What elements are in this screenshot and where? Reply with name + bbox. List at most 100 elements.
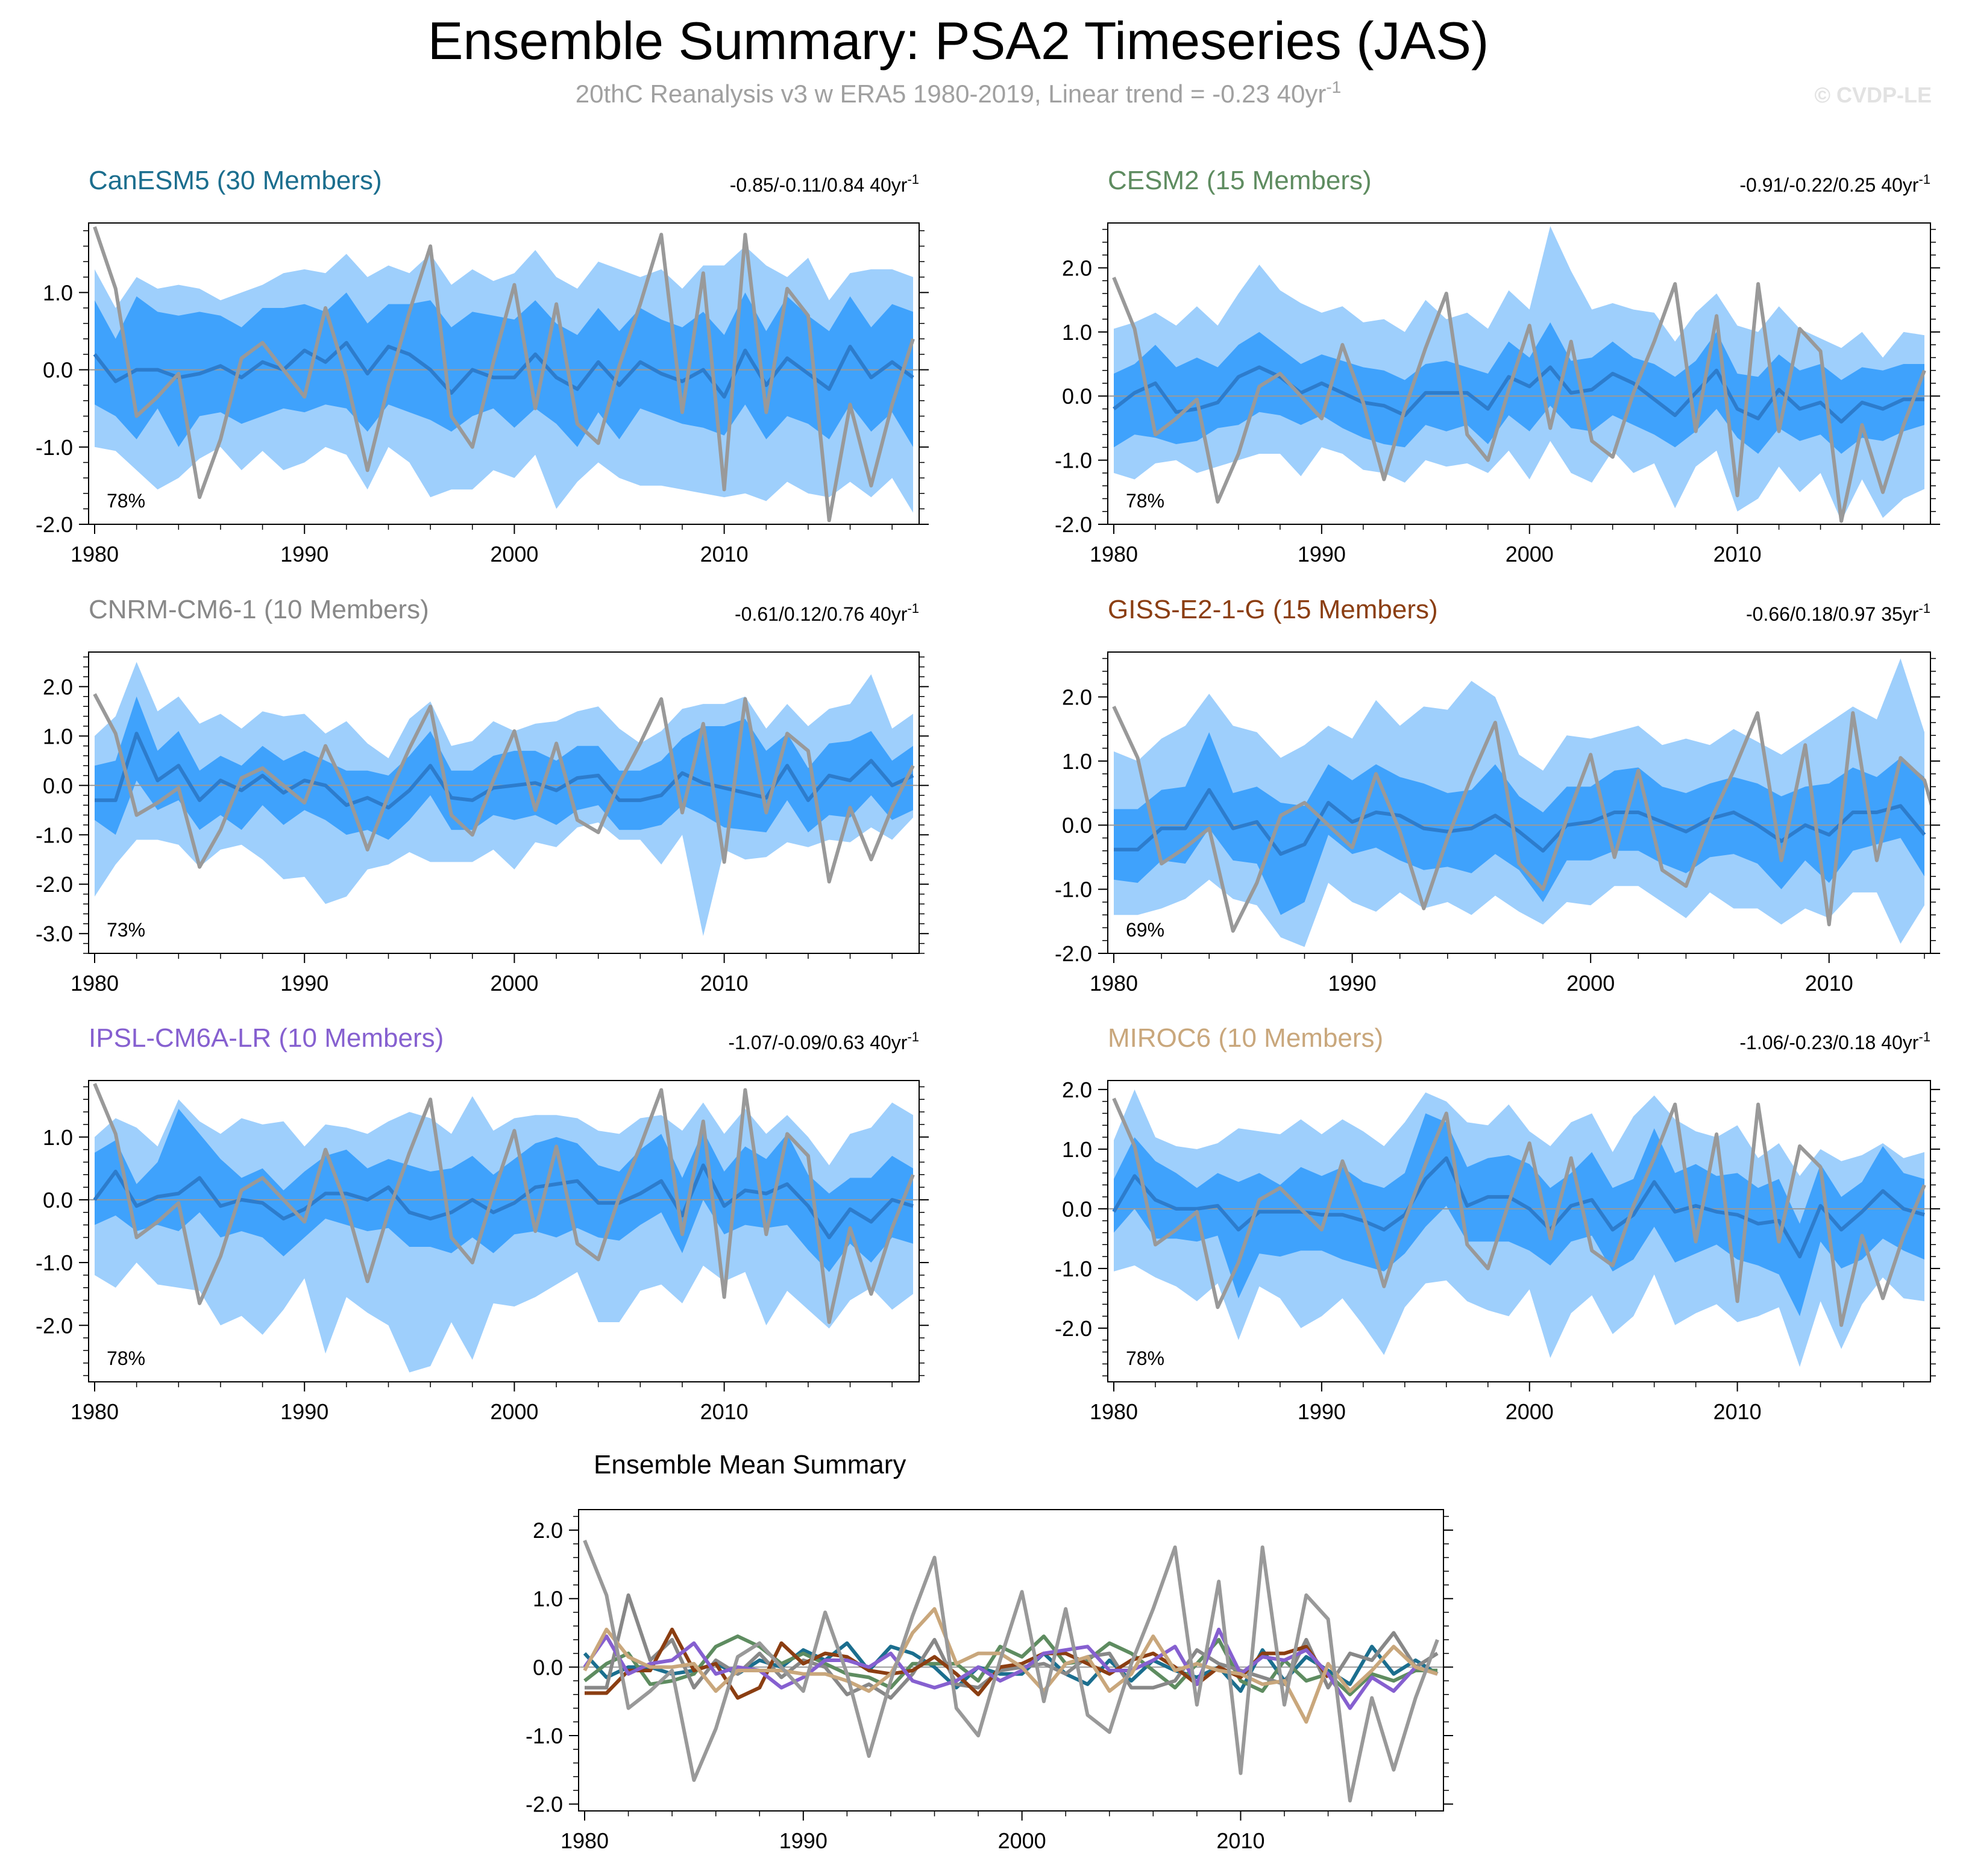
y-tick-label: -2.0 — [1055, 512, 1092, 537]
panel-title: IPSL-CM6A-LR (10 Members) — [89, 1023, 444, 1053]
x-tick-label: 2000 — [1506, 542, 1554, 566]
trend-label: -1.07/-0.09/0.63 40yr-1 — [728, 1029, 919, 1053]
series-line-6 — [583, 1539, 1439, 1802]
y-tick-label: -1.0 — [36, 1250, 73, 1275]
trend-value: -1.07/-0.09/0.63 40yr — [728, 1032, 907, 1053]
x-tick-label: 1990 — [1298, 542, 1346, 566]
percent-label: 78% — [1126, 1347, 1164, 1369]
x-tick-label: 2010 — [1216, 1828, 1264, 1853]
y-tick-label: 1.0 — [1062, 1137, 1092, 1162]
x-tick-label: 2000 — [490, 1399, 538, 1424]
trend-superscript: -1 — [907, 601, 919, 616]
y-tick-label: 0.0 — [1062, 384, 1092, 409]
plot-area — [1108, 226, 1930, 523]
trend-value: -1.06/-0.23/0.18 40yr — [1739, 1032, 1918, 1053]
panel-title: MIROC6 (10 Members) — [1108, 1023, 1383, 1053]
y-tick-label: 0.0 — [43, 358, 73, 383]
plot-frame — [1107, 222, 1931, 525]
figure-subtitle-text: 20thC Reanalysis v3 w ERA5 1980-2019, Li… — [576, 80, 1327, 108]
x-tick-label: 2010 — [700, 971, 749, 996]
panel-1: 2.0 1.0 0.0 -1.0 -2.0 1980 1990 2000 2010 CESM2 (… — [1055, 166, 1940, 566]
y-tick-label: 1.0 — [1062, 749, 1092, 774]
ensemble-mean-line — [1113, 365, 1924, 424]
plot-frame — [88, 222, 920, 525]
x-tick-label: 1990 — [1298, 1399, 1346, 1424]
observed-line — [93, 226, 915, 522]
trend-value: -0.85/-0.11/0.84 40yr — [730, 174, 908, 196]
trend-superscript: -1 — [1918, 601, 1930, 616]
panel-title: CanESM5 (30 Members) — [89, 166, 382, 195]
plot-area — [89, 662, 919, 936]
inner-spread-band — [95, 696, 913, 840]
percent-label: 69% — [1126, 919, 1164, 941]
y-tick-label: 1.0 — [533, 1587, 563, 1611]
x-tick-label: 1980 — [71, 1399, 119, 1424]
x-tick-label: 2000 — [998, 1828, 1046, 1853]
x-tick-label: 2000 — [490, 542, 538, 566]
x-tick-label: 2000 — [490, 971, 538, 996]
panel-title: GISS-E2-1-G (15 Members) — [1108, 595, 1438, 624]
trend-superscript: -1 — [907, 1029, 919, 1044]
trend-superscript: -1 — [1918, 1029, 1930, 1044]
ensemble-mean-line — [95, 732, 914, 810]
x-tick-label: 1980 — [71, 971, 119, 996]
summary-title: Ensemble Mean Summary — [594, 1450, 906, 1479]
plot-frame — [88, 651, 920, 954]
panel-title: CNRM-CM6-1 (10 Members) — [89, 595, 429, 624]
y-tick-label: 1.0 — [43, 1125, 73, 1150]
x-tick-label: 1990 — [779, 1828, 828, 1853]
panel-title: CESM2 (15 Members) — [1108, 166, 1372, 195]
trend-value: -0.66/0.18/0.97 35yr — [1746, 603, 1919, 625]
plot-area — [89, 226, 919, 522]
y-tick-label: 0.0 — [1062, 813, 1092, 838]
x-tick-label: 2010 — [1713, 542, 1762, 566]
plot-area — [1108, 1089, 1930, 1367]
plot-frame — [578, 1509, 1444, 1812]
series-line-2 — [585, 1593, 1439, 1700]
y-tick-label: 0.0 — [1062, 1197, 1092, 1222]
percent-label: 78% — [1126, 490, 1164, 512]
panel-6: 2.0 1.0 0.0 -1.0 -2.0 1980 1990 2000 2010 Ensembl… — [526, 1450, 1453, 1853]
x-tick-label: 2000 — [1566, 971, 1615, 996]
percent-label: 73% — [107, 919, 145, 941]
x-tick-label: 2010 — [700, 542, 749, 566]
panels-group: 1.0 0.0 -1.0 -2.0 1980 1990 2000 2010 CanESM5 (3… — [36, 166, 1940, 1853]
panel-3: 2.0 1.0 0.0 -1.0 -2.0 1980 1990 2000 2010 GISS-E2… — [1055, 595, 1940, 996]
y-tick-label: -2.0 — [36, 872, 73, 897]
x-tick-label: 1990 — [280, 971, 328, 996]
y-tick-label: -1.0 — [526, 1724, 563, 1748]
ensemble-mean-line — [93, 340, 914, 399]
panel-2: 2.0 1.0 0.0 -1.0 -2.0 -3.0 1980 1990 2000 2010 CNR… — [36, 595, 929, 996]
trend-superscript: -1 — [1918, 172, 1930, 187]
x-tick-label: 1980 — [1090, 1399, 1138, 1424]
trend-label: -0.61/0.12/0.76 40yr-1 — [735, 601, 919, 625]
plot-area — [579, 1539, 1443, 1802]
ensemble-mean-line — [1114, 788, 1926, 856]
panel-5: 2.0 1.0 0.0 -1.0 -2.0 1980 1990 2000 2010 MIROC6 … — [1055, 1023, 1940, 1424]
y-tick-label: -1.0 — [36, 823, 73, 847]
y-tick-label: -3.0 — [36, 921, 73, 946]
trend-value: -0.91/-0.22/0.25 40yr — [1739, 174, 1918, 196]
y-tick-label: 2.0 — [533, 1518, 563, 1543]
y-tick-label: 1.0 — [1062, 320, 1092, 345]
observed-line — [93, 1083, 915, 1324]
y-tick-label: -2.0 — [1055, 941, 1092, 966]
x-tick-label: 1980 — [1090, 971, 1138, 996]
plot-area — [89, 1083, 919, 1373]
x-tick-label: 1990 — [280, 1399, 328, 1424]
x-tick-label: 1980 — [71, 542, 119, 566]
y-tick-label: -2.0 — [526, 1792, 563, 1817]
ensemble-mean-line — [1112, 1156, 1925, 1259]
plot-frame — [1107, 651, 1931, 954]
observed-line — [1112, 277, 1926, 523]
observed-line — [1112, 1097, 1926, 1327]
y-tick-label: -1.0 — [1055, 1256, 1092, 1281]
y-tick-label: 1.0 — [43, 724, 73, 748]
plot-frame — [1107, 1080, 1931, 1382]
y-tick-label: 1.0 — [43, 280, 73, 305]
x-tick-label: 2010 — [1805, 971, 1853, 996]
x-tick-label: 1990 — [280, 542, 328, 566]
y-tick-label: -2.0 — [1055, 1316, 1092, 1341]
figure-subtitle-superscript: -1 — [1326, 78, 1341, 96]
watermark: © CVDP-LE — [1814, 83, 1932, 107]
